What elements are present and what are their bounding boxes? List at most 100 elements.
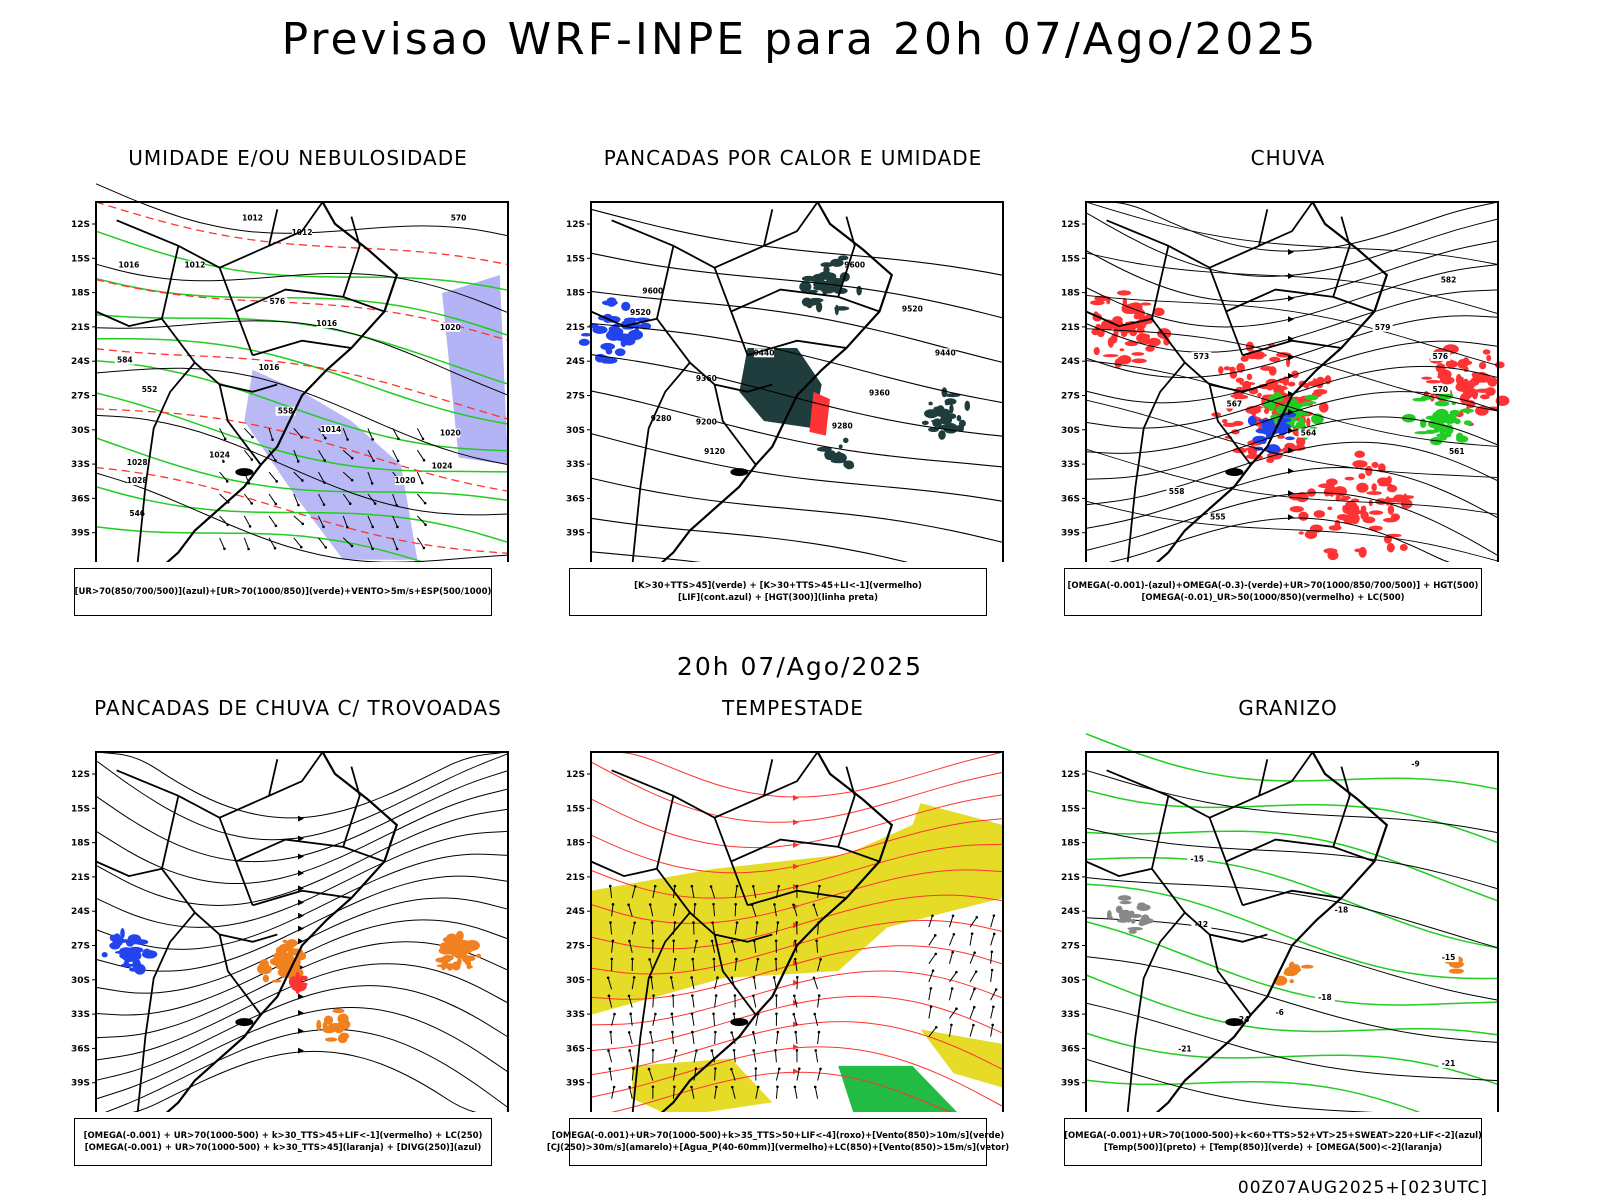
streamline-arrow: [793, 863, 799, 870]
wind-vector-head: [792, 903, 795, 907]
lat-label: 12S: [71, 220, 90, 230]
terrain-gray: [1115, 905, 1123, 914]
panel-chuva: CHUVA 582 579 576 573 570 567 564 561 558 555 12S 1…: [1044, 146, 1532, 636]
wind-vector-head: [772, 976, 776, 979]
lat-label: 15S: [71, 804, 90, 814]
coastline: [660, 201, 894, 562]
rain-area-green: [1434, 400, 1450, 407]
height-contour: [1085, 399, 1499, 479]
wind-vector-head: [609, 1030, 612, 1034]
lat-label: 24S: [566, 907, 585, 917]
country-border: [713, 934, 757, 1016]
wind-vector-head: [300, 436, 303, 439]
wind-vector-head: [631, 957, 634, 961]
wind-vector: [392, 428, 399, 440]
storm-area-orange: [441, 962, 446, 971]
storm-area-orange: [269, 957, 283, 966]
wind-vector: [969, 1025, 974, 1037]
wind-vector: [608, 995, 613, 1008]
coastline: [660, 751, 894, 1112]
wind-vector: [243, 515, 251, 527]
streamline-arrow: [1288, 490, 1294, 497]
wind-vector: [243, 427, 253, 438]
contour-label: 1012: [184, 261, 205, 270]
contour-label: 576: [1432, 352, 1448, 361]
wind-vector: [672, 1050, 677, 1063]
wind-vector-head: [735, 957, 738, 961]
country-border: [1208, 934, 1252, 1016]
lif-contour-blue: [606, 297, 617, 307]
lat-label: 30S: [566, 976, 585, 986]
country-border: [219, 751, 324, 819]
country-border: [730, 838, 880, 863]
wind-vector: [611, 1086, 615, 1099]
legend-line: [OMEGA(-0.001)-(azul)+OMEGA(-0.3)-(verde…: [1067, 581, 1479, 591]
humidity-area-blue: [442, 275, 508, 465]
wind-vector: [691, 1013, 695, 1026]
terrain-gray: [1128, 929, 1137, 934]
country-border: [655, 245, 773, 393]
wind-vector-head: [674, 957, 677, 961]
lif-contour-blue: [578, 338, 590, 346]
rain-area-red: [1298, 511, 1309, 521]
rain-area-red: [1318, 483, 1335, 489]
instability-area-green: [820, 262, 834, 268]
rain-area-red: [1276, 385, 1288, 391]
instability-area-green: [837, 255, 849, 261]
rain-area-red: [1218, 366, 1224, 375]
rain-area-red: [1140, 302, 1152, 306]
wind-vector: [990, 951, 993, 964]
lat-label: 36S: [1061, 494, 1080, 504]
wind-vector: [817, 995, 820, 1008]
wind-vector-head: [648, 903, 652, 906]
label-bg: [832, 421, 853, 431]
country-border: [95, 310, 163, 328]
streamline: [611, 1071, 953, 1112]
wind-vector-head: [691, 1030, 694, 1034]
streamline: [95, 853, 509, 950]
country-border: [136, 912, 196, 1112]
label-bg: [242, 213, 263, 223]
map-frame: [590, 751, 1004, 1112]
lif-contour-blue: [621, 301, 631, 311]
divergence-area-blue: [119, 951, 135, 960]
label-bg: [1438, 275, 1459, 285]
contour-label: 564: [1301, 429, 1317, 438]
rain-area-red: [1102, 354, 1119, 358]
wind-vector-head: [796, 975, 799, 979]
label-bg: [127, 508, 148, 518]
wind-vector-head: [371, 438, 374, 441]
rain-area-red: [1341, 495, 1351, 500]
wind-vector: [710, 886, 716, 899]
label-bg: [259, 362, 280, 372]
wind-vector: [948, 915, 954, 928]
wind-vector-head: [371, 525, 375, 529]
country-border: [1150, 795, 1268, 943]
rain-area-red: [1265, 383, 1275, 391]
storm-area-orange: [337, 1034, 348, 1044]
wind-vector: [734, 959, 737, 972]
wind-vector-head: [973, 951, 976, 954]
storm-area-orange: [257, 964, 273, 975]
wind-vector: [755, 1013, 759, 1026]
contour-label: 9120: [704, 447, 725, 456]
wind-vector-head: [653, 884, 657, 888]
terrain-gray: [1130, 918, 1136, 924]
rain-area-red: [1129, 329, 1138, 337]
wind-vector: [648, 1068, 654, 1081]
rain-area-red: [1096, 328, 1105, 338]
geography: [1085, 201, 1389, 562]
lat-label: 33S: [566, 1010, 585, 1020]
rain-area-red: [1260, 366, 1275, 371]
wind-vector-head: [301, 479, 304, 482]
lat-label: 33S: [1061, 1010, 1080, 1020]
lat-label: 12S: [566, 220, 585, 230]
lat-label: 39S: [71, 529, 90, 539]
label-bg: [844, 260, 865, 270]
streamline: [1086, 201, 1499, 252]
wind-vector: [611, 904, 614, 917]
lif-contour-blue: [634, 327, 640, 335]
legend-line: [OMEGA(-0.001) + UR>70(1000-500) + k>30_…: [83, 1131, 483, 1141]
lat-label: 39S: [566, 529, 585, 539]
wind-vector-head: [970, 932, 974, 935]
